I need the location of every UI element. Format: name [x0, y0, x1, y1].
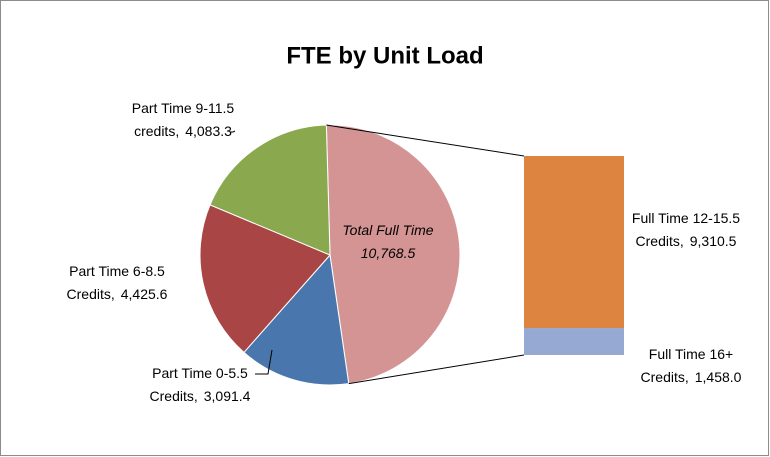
leader-line [230, 130, 236, 133]
data-label-text: Part Time 6-8.5 Credits, 4,425.6 [37, 260, 197, 306]
category-label: Total Full Time [342, 222, 434, 238]
chart-title: FTE by Unit Load [286, 42, 483, 69]
bar-segment [524, 156, 624, 329]
data-label-text: Total Full Time 10,768.5 [313, 219, 463, 265]
value-label: 4,425.6 [120, 286, 168, 302]
data-label-text: Full Time 12-15.5 Credits, 9,310.5 [611, 207, 761, 253]
value-label: 10,768.5 [360, 245, 416, 261]
value-label: 3,091.4 [203, 388, 251, 404]
value-label: 1,458.0 [694, 369, 742, 385]
category-label: Full Time 12-15.5 Credits, [631, 210, 741, 249]
value-label: 9,310.5 [689, 233, 737, 249]
data-label: Part Time 9-11.5 credits, 4,083.3 [98, 97, 268, 143]
data-label-text: Full Time 16+ Credits, 1,458.0 [621, 343, 761, 389]
category-label: Part Time 6-8.5 Credits, [66, 263, 165, 302]
leader-line [255, 349, 273, 375]
data-label: Part Time 0-5.5 Credits, 3,091.4 [120, 362, 280, 408]
data-label: Part Time 6-8.5 Credits, 4,425.6 [37, 260, 197, 306]
data-label: Full Time 12-15.5 Credits, 9,310.5 [611, 207, 761, 253]
category-label: Part Time 9-11.5 credits, [131, 100, 235, 139]
bar-segment [524, 328, 624, 355]
data-label-text: Part Time 9-11.5 credits, 4,083.3 [98, 97, 268, 143]
value-label: 4,083.3 [185, 123, 232, 139]
data-label-text: Part Time 0-5.5 Credits, 3,091.4 [120, 362, 280, 408]
connector-line [348, 354, 525, 385]
category-label: Part Time 0-5.5 Credits, [149, 365, 248, 404]
category-label: Full Time 16+ Credits, [640, 346, 734, 385]
connector-line [326, 124, 525, 157]
data-label: Total Full Time 10,768.5 [313, 219, 463, 265]
pie-slice [209, 124, 331, 256]
pie-slice [243, 253, 350, 386]
data-label: Full Time 16+ Credits, 1,458.0 [621, 343, 761, 389]
pie-slice [325, 124, 461, 385]
